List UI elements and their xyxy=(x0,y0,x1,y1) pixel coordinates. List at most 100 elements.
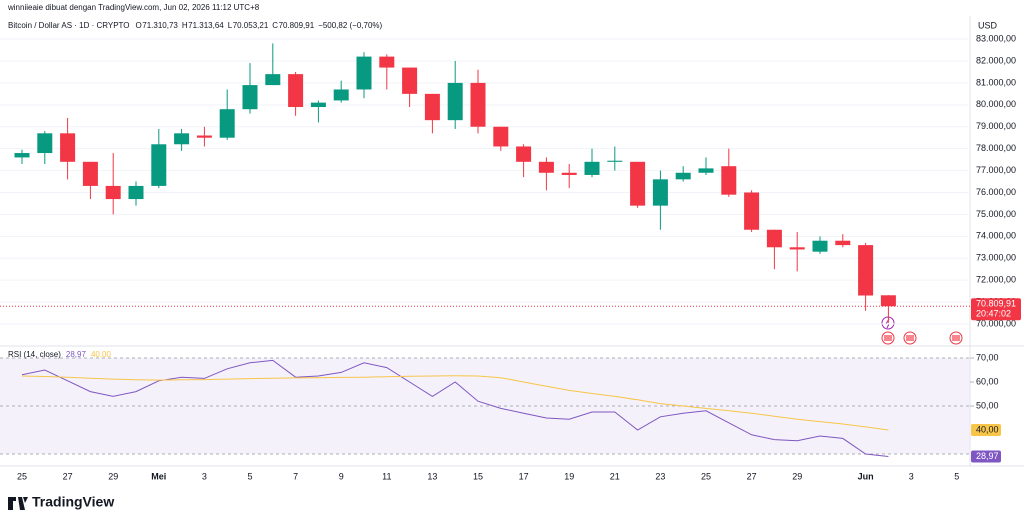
brand-logo xyxy=(8,497,28,510)
x-tick-label: 21 xyxy=(610,471,620,481)
candle-body xyxy=(561,172,577,175)
last-price-box xyxy=(971,298,1021,321)
candle-body xyxy=(470,82,486,127)
indicator-title: RSI (14, close) xyxy=(8,350,61,359)
x-tick-label: 11 xyxy=(382,471,391,481)
candle-body xyxy=(766,229,782,248)
candle-body xyxy=(151,144,167,186)
event-icons xyxy=(881,316,963,345)
attribution: winniieaie dibuat dengan TradingView.com… xyxy=(7,3,260,12)
y-tick-label: 77.000,00 xyxy=(976,165,1016,175)
brand-name: TradingView xyxy=(32,494,114,510)
y-tick-label: 73.000,00 xyxy=(976,253,1016,263)
rsi-line xyxy=(21,375,889,431)
x-tick-label: Mei xyxy=(151,471,166,481)
candle-body xyxy=(493,126,509,147)
candle-body xyxy=(516,146,532,162)
candle-body xyxy=(584,161,600,175)
ohlc-label: L xyxy=(228,21,233,30)
candle-body xyxy=(37,133,53,154)
candle-body xyxy=(812,240,828,252)
ohlc-label: O xyxy=(136,21,142,30)
last-value-label: 28,97 xyxy=(976,451,999,461)
candle-body xyxy=(424,93,440,121)
last-value-box xyxy=(971,424,1001,437)
candle-body xyxy=(652,179,668,206)
candle-body xyxy=(858,245,874,296)
candle-body xyxy=(744,192,760,230)
x-tick-label: 25 xyxy=(701,471,711,481)
candle-body xyxy=(174,133,190,145)
candle-body xyxy=(721,166,737,195)
x-tick-label: 5 xyxy=(247,471,252,481)
candle-body xyxy=(196,135,212,138)
candle-body xyxy=(82,161,98,186)
candle-body xyxy=(675,172,691,180)
y-tick-label: 79.000,00 xyxy=(976,121,1016,131)
y-tick-label: 75.000,00 xyxy=(976,209,1016,219)
y-tick-label: 78.000,00 xyxy=(976,143,1016,153)
last-value-label: 40,00 xyxy=(976,424,999,434)
y-tick-label: 70,00 xyxy=(976,352,999,362)
candle-body xyxy=(242,85,258,110)
x-tick-label: 23 xyxy=(655,471,665,481)
candle-body xyxy=(379,56,395,68)
ohlc-value: 71.313,64 xyxy=(188,21,224,30)
x-tick-label: 19 xyxy=(564,471,574,481)
candle-body xyxy=(698,168,714,173)
y-tick-label: 76.000,00 xyxy=(976,187,1016,197)
candle-body xyxy=(356,56,372,90)
change-label: −500,82 (−0,70%) xyxy=(318,21,382,30)
candle-body xyxy=(538,161,554,173)
y-tick-label: 50,00 xyxy=(976,400,999,410)
y-tick-label: 82.000,00 xyxy=(976,55,1016,65)
candle-body xyxy=(630,161,646,206)
candle-body xyxy=(14,153,30,158)
x-tick-label: 29 xyxy=(792,471,802,481)
candle-body xyxy=(60,133,76,162)
x-tick-label: 25 xyxy=(17,471,27,481)
event-flag-fill xyxy=(952,335,960,341)
y-tick-label: 72.000,00 xyxy=(976,275,1016,285)
candle-body xyxy=(265,74,281,86)
x-tick-label: 3 xyxy=(909,471,914,481)
x-tick-label: 3 xyxy=(202,471,207,481)
x-tick-label: 29 xyxy=(108,471,118,481)
candle-body xyxy=(288,74,304,108)
event-flag-fill xyxy=(906,335,914,341)
ohlc-value: 71.310,73 xyxy=(142,21,178,30)
candle-body xyxy=(789,247,805,250)
candle-body xyxy=(105,185,121,200)
countdown-label: 20:47:02 xyxy=(976,309,1011,319)
symbol-title: Bitcoin / Dollar AS · 1D · CRYPTO xyxy=(8,21,130,30)
ohlc-value: 70.053,21 xyxy=(233,21,269,30)
candle-body xyxy=(447,82,463,121)
y-tick-label: 80.000,00 xyxy=(976,99,1016,109)
x-tick-label: 27 xyxy=(747,471,757,481)
x-tick-label: 13 xyxy=(427,471,437,481)
x-tick-label: Jun xyxy=(858,471,874,481)
candle-body xyxy=(333,89,349,101)
ohlc-value: 70.809,91 xyxy=(279,21,315,30)
indicator-value: 40,00 xyxy=(91,350,112,359)
x-tick-label: 9 xyxy=(339,471,344,481)
x-tick-label: 7 xyxy=(293,471,298,481)
currency-label: USD xyxy=(978,20,998,30)
y-tick-label: 70.000,00 xyxy=(976,318,1016,328)
indicator-value: 28,97 xyxy=(66,350,87,359)
x-tick-label: 17 xyxy=(519,471,529,481)
y-tick-label: 83.000,00 xyxy=(976,33,1016,43)
event-flag-fill xyxy=(884,335,892,341)
candle-body xyxy=(402,67,418,94)
x-tick-label: 5 xyxy=(954,471,959,481)
ohlc-label: H xyxy=(182,21,188,30)
last-price-label: 70.809,91 xyxy=(976,299,1016,309)
candle-body xyxy=(310,102,326,108)
candle-body xyxy=(219,109,235,138)
candle-body xyxy=(835,240,851,246)
x-tick-label: 15 xyxy=(473,471,483,481)
x-tick-label: 27 xyxy=(63,471,73,481)
y-tick-label: 81.000,00 xyxy=(976,77,1016,87)
y-tick-label: 74.000,00 xyxy=(976,231,1016,241)
